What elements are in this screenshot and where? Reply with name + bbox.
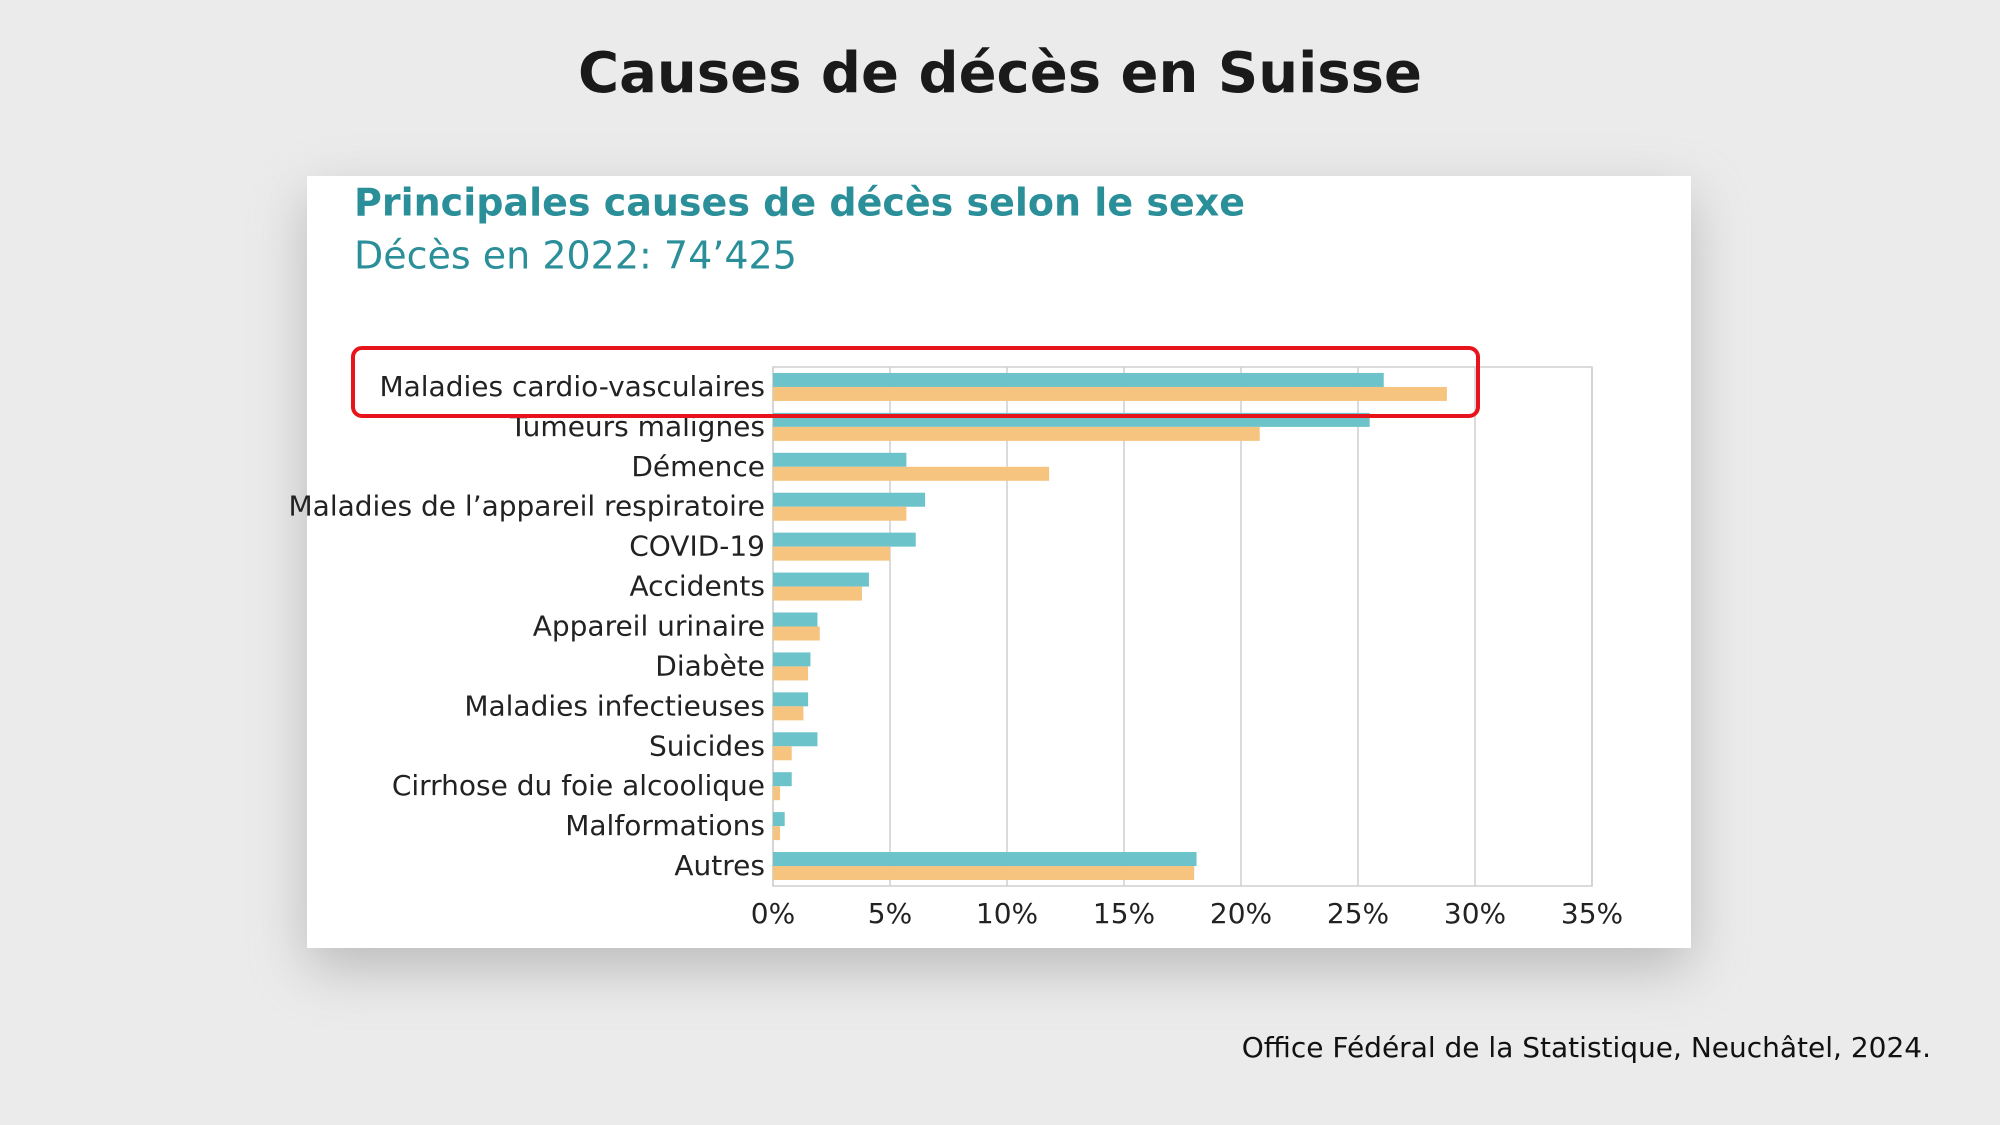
bar xyxy=(773,852,1197,867)
bar xyxy=(773,652,811,667)
bar xyxy=(773,732,818,747)
bar xyxy=(773,586,862,601)
bar xyxy=(773,666,809,681)
y-tick-label: Diabète xyxy=(655,649,765,682)
y-tick-label: Suicides xyxy=(649,729,765,762)
chart-subtitle: Décès en 2022: 74’425 xyxy=(354,234,797,278)
bar xyxy=(773,826,781,841)
bar xyxy=(773,786,781,801)
y-tick-label: Démence xyxy=(631,450,765,483)
x-tick-label: 30% xyxy=(1444,897,1506,930)
bar xyxy=(773,452,907,467)
bar xyxy=(773,812,785,827)
x-tick-label: 5% xyxy=(868,897,912,930)
y-tick-label: Appareil urinaire xyxy=(533,610,765,643)
bar xyxy=(773,492,926,507)
y-tick-label: Cirrhose du foie alcoolique xyxy=(392,769,765,802)
bar xyxy=(773,506,907,521)
y-tick-label: Maladies infectieuses xyxy=(464,689,765,722)
bar xyxy=(773,746,792,761)
bar xyxy=(773,426,1260,441)
x-tick-label: 10% xyxy=(976,897,1038,930)
highlight-box xyxy=(351,346,1480,418)
chart-panel xyxy=(307,176,1691,948)
y-tick-label: Maladies cardio-vasculaires xyxy=(379,370,765,403)
bar xyxy=(773,692,809,707)
bar xyxy=(773,866,1195,881)
bar xyxy=(773,546,890,561)
bar xyxy=(773,466,1050,481)
bar xyxy=(773,626,820,641)
y-tick-label: Accidents xyxy=(629,570,765,603)
source: Office Fédéral de la Statistique, Neuchâ… xyxy=(1242,1031,1931,1064)
x-tick-label: 35% xyxy=(1561,897,1623,930)
chart-title: Principales causes de décès selon le sex… xyxy=(354,181,1245,225)
x-tick-label: 15% xyxy=(1093,897,1155,930)
x-tick-label: 0% xyxy=(751,897,795,930)
bar xyxy=(773,706,804,721)
bar xyxy=(773,386,1447,401)
bar xyxy=(773,372,1384,387)
y-tick-label: Maladies de l’appareil respiratoire xyxy=(289,490,766,523)
slide-title: Causes de décès en Suisse xyxy=(578,41,1422,106)
bar xyxy=(773,772,792,787)
bar xyxy=(773,572,869,587)
y-tick-label: Autres xyxy=(674,849,765,882)
y-tick-label: Malformations xyxy=(565,809,765,842)
x-tick-label: 25% xyxy=(1327,897,1389,930)
x-tick-label: 20% xyxy=(1210,897,1272,930)
bar xyxy=(773,532,916,547)
bar xyxy=(773,612,818,627)
y-tick-label: COVID-19 xyxy=(629,530,765,563)
